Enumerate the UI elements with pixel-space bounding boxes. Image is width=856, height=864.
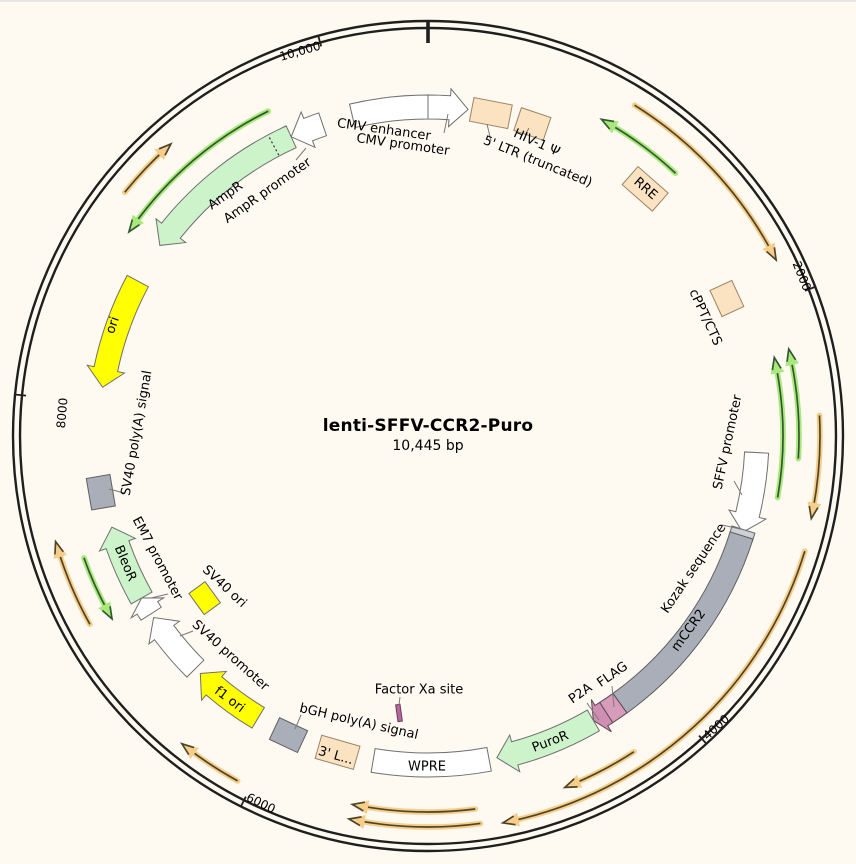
feature-f1-ori[interactable] — [199, 670, 266, 729]
label-ori: ori — [103, 315, 123, 336]
tick-4000 — [698, 734, 708, 745]
leader-cmv-promoter — [443, 113, 449, 134]
feature-bleor[interactable] — [98, 526, 153, 605]
orf-arrow-core — [775, 365, 784, 498]
orf-arrowhead — [128, 214, 144, 232]
orf-arrow-core — [510, 550, 806, 823]
feature-hiv1-psi[interactable] — [513, 107, 552, 141]
tick-label-6000: 6000 — [244, 790, 278, 816]
orf-arrowhead — [154, 143, 171, 160]
label-wpre: WPRE — [408, 760, 446, 775]
feature-bgh-polya-signal[interactable] — [268, 716, 309, 754]
orf-arrowhead-chevron — [127, 219, 140, 234]
feature-sv40-promoter[interactable] — [148, 616, 205, 678]
orf-arrow-halo — [605, 120, 679, 177]
feature-factor-xa-site[interactable] — [395, 703, 403, 723]
label-factor-xa-site: Factor Xa site — [375, 683, 463, 698]
feature-sffv-promoter[interactable] — [727, 451, 770, 533]
feature-five-ltr-truncated[interactable] — [468, 96, 513, 130]
orf-arrowhead — [53, 541, 67, 559]
tick-10000 — [317, 35, 323, 47]
leader-sv40-promoter — [179, 630, 194, 637]
label-bgh-polya-signal: bGH poly(A) signal — [298, 701, 420, 743]
leader-ampr-promoter — [295, 147, 307, 161]
tick-label-8000: 8000 — [54, 397, 71, 429]
leader-five-ltr-truncated — [486, 123, 492, 142]
orf-arrow-halo — [631, 102, 776, 256]
orf-arrowhead-chevron — [346, 816, 362, 827]
leader-sffv-promoter — [733, 480, 743, 496]
orf-arrow-core — [132, 110, 269, 226]
label-sffv-promoter: SFFV promoter — [711, 393, 746, 491]
feature-ampr-promoter[interactable] — [290, 110, 328, 149]
feature-ampr[interactable] — [155, 125, 297, 246]
tick-2000 — [804, 285, 817, 292]
leader-bgh-polya-signal — [294, 714, 302, 730]
leader-factor-xa-site — [398, 696, 401, 706]
orf-arrowhead-chevron — [599, 118, 615, 130]
leader-p2a — [586, 702, 600, 721]
feature-ori[interactable] — [86, 274, 150, 388]
feature-cmv-promoter[interactable] — [427, 87, 469, 128]
orf-arrowhead-chevron — [158, 142, 173, 156]
leader-sv40-polya-signal — [108, 488, 125, 494]
orf-arrow-core — [634, 104, 774, 254]
orf-arrowhead — [98, 601, 113, 619]
orf-arrowhead-chevron — [179, 742, 195, 756]
leader-hiv1-psi — [524, 127, 530, 136]
tick-label-2000: 2000 — [790, 259, 814, 293]
orf-arrowhead-chevron — [786, 346, 797, 362]
orf-arrowhead — [762, 242, 777, 260]
orf-arrowhead-chevron — [766, 247, 778, 263]
tick-6000 — [239, 796, 247, 808]
orf-arrowhead — [181, 743, 199, 760]
feature-sv40-ori[interactable] — [188, 581, 222, 616]
orf-arrowhead-chevron — [771, 355, 782, 371]
orf-arrowhead-chevron — [54, 539, 65, 555]
leader-kozak-sequence — [721, 524, 746, 531]
feature-wpre[interactable] — [370, 746, 492, 778]
label-sv40-polya-signal: SV40 poly(A) signal — [119, 369, 156, 497]
feature-rre[interactable] — [621, 165, 669, 212]
orf-arrowhead-chevron — [808, 505, 819, 521]
orf-arrowhead-chevron — [562, 778, 578, 789]
leader-em7-promoter — [150, 593, 169, 599]
feature-sv40-polya-signal[interactable] — [85, 473, 116, 511]
orf-arrowhead-chevron — [101, 606, 114, 622]
orf-arrowhead-chevron — [349, 801, 366, 812]
orf-arrow-core — [360, 804, 476, 813]
feature-divider-ampr — [267, 135, 280, 156]
orf-arrow-core — [356, 819, 481, 828]
orf-arrowhead-chevron — [500, 815, 516, 826]
feature-three-ltr[interactable] — [314, 734, 361, 770]
label-p2a: P2A — [566, 680, 595, 707]
feature-cppt-cts[interactable] — [709, 279, 745, 318]
orf-arrowhead — [601, 119, 619, 134]
feature-puror[interactable] — [496, 709, 601, 773]
leader-flag — [611, 685, 615, 708]
tick-8000 — [14, 393, 27, 397]
